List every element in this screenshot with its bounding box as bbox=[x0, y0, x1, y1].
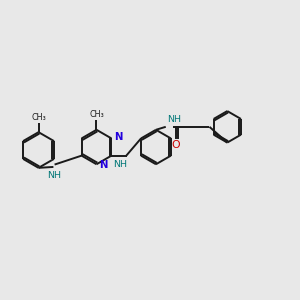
Text: O: O bbox=[172, 140, 180, 150]
Text: N: N bbox=[100, 160, 108, 170]
Text: NH: NH bbox=[47, 171, 61, 180]
Text: NH: NH bbox=[113, 160, 127, 169]
Text: N: N bbox=[114, 132, 123, 142]
Text: CH₃: CH₃ bbox=[31, 113, 46, 122]
Text: NH: NH bbox=[167, 116, 181, 124]
Text: CH₃: CH₃ bbox=[89, 110, 104, 119]
